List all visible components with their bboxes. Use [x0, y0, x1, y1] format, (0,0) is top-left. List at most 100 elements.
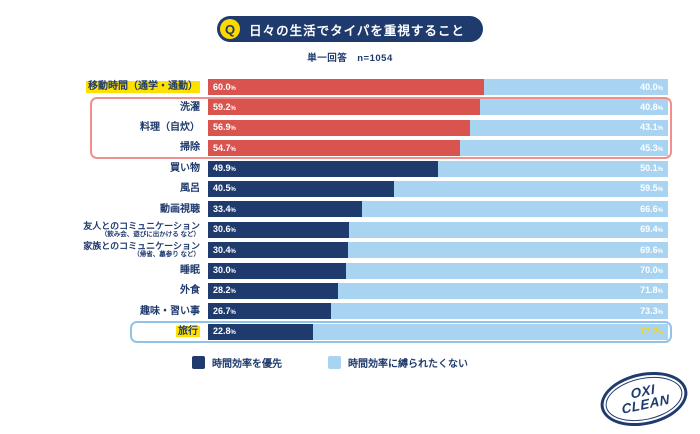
bar-value-label: 40.5% [213, 183, 236, 194]
category-label: 移動時間（通学・通勤） [86, 81, 200, 93]
bar-value-label: 66.6% [640, 203, 663, 214]
bar-value-label: 69.6% [640, 244, 663, 255]
bar-value-label: 33.4% [213, 203, 236, 214]
bar-track: 30.0% 70.0% [208, 262, 668, 279]
q-badge: Q [220, 19, 241, 39]
oxiclean-logo-ring: OXI CLEAN [601, 370, 687, 428]
bar-flexible-segment: 40.8% [480, 99, 668, 116]
bar-value-label: 73.3% [640, 305, 663, 316]
chart-row: 買い物 49.9% 50.1% [18, 160, 668, 177]
chart-rows: 移動時間（通学・通勤） 60.0% 40.0% 洗濯 59.2% 40.8% 料理（自炊） 5… [18, 79, 672, 343]
bar-value-label: 30.6% [213, 224, 236, 235]
bar-priority-segment: 30.4% [208, 242, 348, 259]
chart-row: 移動時間（通学・通勤） 60.0% 40.0% [18, 79, 668, 95]
chart-row: 友人とのコミュニケーション （飲み会、遊びに出かける など） 30.6% 69.4% [18, 220, 668, 239]
bar-priority-segment: 30.6% [208, 221, 349, 238]
bar-priority-segment: 54.7% [208, 140, 460, 157]
category-label: 動画視聴 [160, 203, 200, 215]
bar-track: 22.8% 77.2% [208, 323, 668, 340]
logo-text-clean: CLEAN [620, 391, 670, 417]
bar-flexible-segment: 71.8% [337, 282, 668, 299]
bar-value-label: 49.9% [213, 163, 236, 174]
bar-priority-segment: 40.5% [208, 180, 395, 197]
chart-row: 料理（自炊） 56.9% 43.1% [18, 119, 668, 136]
chart-row: 掃除 54.7% 45.3% [18, 140, 668, 157]
legend-swatch-flexible [328, 355, 341, 369]
bar-flexible-segment: 40.0% [484, 79, 668, 95]
bar-priority-segment: 26.7% [208, 303, 331, 320]
bar-flexible-segment: 59.5% [394, 180, 668, 197]
bar-track: 56.9% 43.1% [208, 119, 668, 136]
chart-row: 動画視聴 33.4% 66.6% [18, 201, 668, 218]
bar-flexible-segment: 69.6% [347, 242, 668, 259]
bar-value-label: 50.1% [640, 163, 663, 174]
bar-value-label: 70.0% [640, 265, 663, 276]
chart-row: 外食 28.2% 71.8% [18, 282, 668, 299]
bar-value-label: 26.7% [213, 305, 236, 316]
category-label: 料理（自炊） [140, 122, 200, 134]
bar-value-label: 45.3% [640, 142, 663, 153]
legend-item-priority: 時間効率を優先 [192, 355, 282, 370]
legend-label-priority: 時間効率を優先 [212, 358, 282, 370]
chart-row: 家族とのコミュニケーション （帰省、墓参り など） 30.4% 69.6% [18, 241, 668, 259]
chart-row: 風呂 40.5% 59.5% [18, 180, 668, 197]
bar-value-label: 30.4% [213, 244, 236, 255]
oxiclean-logo: OXI CLEAN [595, 364, 693, 434]
chart-row: 洗濯 59.2% 40.8% [18, 99, 668, 116]
bar-flexible-segment: 69.4% [348, 221, 668, 238]
category-label: 友人とのコミュニケーション （飲み会、遊びに出かける など） [83, 220, 200, 239]
bar-flexible-segment: 50.1% [437, 160, 668, 177]
legend-item-flexible: 時間効率に縛られたくない [328, 355, 468, 370]
bar-flexible-segment: 70.0% [346, 262, 668, 279]
bar-track: 59.2% 40.8% [208, 99, 668, 116]
category-label: 旅行 [176, 325, 200, 338]
bar-value-label: 40.0% [640, 81, 663, 92]
bar-priority-segment: 30.0% [208, 262, 346, 279]
bar-priority-segment: 28.2% [208, 282, 338, 299]
category-label: 風呂 [180, 183, 200, 195]
bar-priority-segment: 49.9% [208, 160, 438, 177]
category-label: 掃除 [180, 142, 200, 154]
bar-track: 60.0% 40.0% [208, 79, 668, 95]
bar-flexible-segment: 73.3% [330, 303, 668, 320]
category-label: 外食 [180, 285, 200, 297]
page-title: 日々の生活でタイパを重視すること [249, 23, 465, 38]
stacked-bar-chart: 移動時間（通学・通勤） 60.0% 40.0% 洗濯 59.2% 40.8% 料理（自炊） 5… [18, 79, 672, 343]
header: Q 日々の生活でタイパを重視すること 単一回答 n=1054 [0, 0, 700, 64]
category-label: 買い物 [170, 162, 200, 174]
bar-priority-segment: 60.0% [208, 79, 484, 95]
bar-track: 54.7% 45.3% [208, 140, 668, 157]
bar-track: 49.9% 50.1% [208, 160, 668, 177]
chart-row: 旅行 22.8% 77.2% [18, 323, 668, 340]
bar-track: 40.5% 59.5% [208, 180, 668, 197]
bar-value-label: 56.9% [213, 122, 236, 133]
bar-track: 30.4% 69.6% [208, 242, 668, 259]
bar-value-label: 43.1% [640, 122, 663, 133]
bar-value-label: 54.7% [213, 142, 236, 153]
bar-flexible-segment: 43.1% [469, 119, 668, 136]
bar-value-label: 69.4% [640, 224, 663, 235]
bar-value-label: 30.0% [213, 265, 236, 276]
bar-track: 26.7% 73.3% [208, 303, 668, 320]
category-label: 家族とのコミュニケーション （帰省、墓参り など） [83, 241, 200, 259]
legend: 時間効率を優先 時間効率に縛られたくない [0, 355, 660, 370]
bar-flexible-segment: 45.3% [459, 140, 668, 157]
bar-flexible-segment: 77.2% [312, 323, 668, 340]
bar-value-label: 40.8% [640, 101, 663, 112]
bar-value-label: 77.2% [640, 326, 663, 337]
category-label: 趣味・習い事 [140, 305, 200, 317]
chart-row: 睡眠 30.0% 70.0% [18, 262, 668, 279]
bar-value-label: 71.8% [640, 285, 663, 296]
legend-swatch-priority [192, 355, 205, 369]
chart-row: 趣味・習い事 26.7% 73.3% [18, 303, 668, 320]
bar-priority-segment: 33.4% [208, 201, 362, 218]
legend-label-flexible: 時間効率に縛られたくない [348, 358, 468, 370]
bar-track: 33.4% 66.6% [208, 201, 668, 218]
bar-priority-segment: 56.9% [208, 119, 470, 136]
category-label: 睡眠 [180, 264, 200, 276]
bar-track: 28.2% 71.8% [208, 282, 668, 299]
question-title-pill: Q 日々の生活でタイパを重視すること [217, 16, 483, 42]
bar-track: 30.6% 69.4% [208, 221, 668, 238]
bar-value-label: 59.2% [213, 101, 236, 112]
bar-priority-segment: 22.8% [208, 323, 313, 340]
